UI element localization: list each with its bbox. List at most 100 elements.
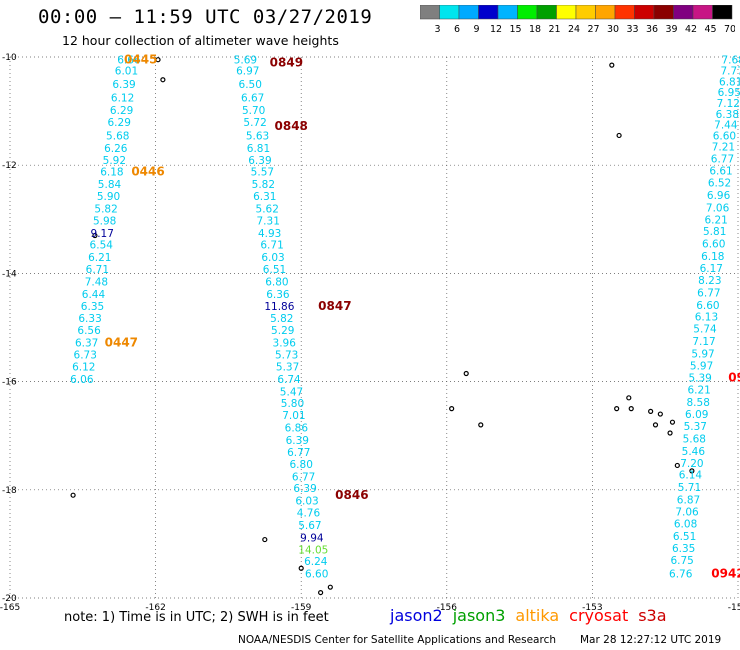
wave-height-value: 6.66 — [117, 55, 141, 67]
wave-height-value: 7.31 — [257, 215, 280, 227]
colorbar-label: 36 — [646, 24, 658, 35]
wave-height-value: 3.96 — [273, 338, 297, 350]
wave-height-value: 7.21 — [712, 141, 735, 153]
pass-time-label: 0942 — [711, 567, 740, 581]
wave-height-value: 6.44 — [82, 289, 106, 301]
wave-height-value: 6.80 — [265, 277, 288, 289]
wave-height-value: 5.74 — [693, 324, 717, 336]
wave-height-value: 6.17 — [700, 263, 723, 275]
island-mark — [318, 589, 324, 596]
wave-height-map: -165 -162 -159 -156 -153 -150 -10 -12 -14 -16 -18 -… — [0, 53, 740, 610]
wave-height-value: 5.57 — [251, 167, 274, 179]
colorbar-label: 30 — [607, 24, 619, 35]
colorbar-label: 45 — [704, 24, 716, 35]
wave-height-value: 6.01 — [115, 66, 138, 78]
wave-height-value: 5.62 — [256, 203, 279, 215]
wave-height-value: 6.77 — [287, 447, 310, 459]
wave-height-value: 4.93 — [258, 228, 281, 240]
generated-timestamp: Mar 28 12:27:12 UTC 2019 — [580, 634, 722, 646]
island-mark — [628, 406, 634, 412]
wave-height-value: 6.60 — [696, 300, 719, 312]
wave-height-value: 6.52 — [708, 178, 731, 190]
wave-height-value: 6.31 — [253, 191, 276, 203]
wave-height-value: 5.72 — [243, 117, 266, 129]
wave-height-value: 5.37 — [276, 361, 299, 373]
wave-height-value: 5.82 — [252, 179, 275, 191]
wave-height-value: 6.75 — [670, 555, 693, 567]
wave-height-value: 6.03 — [295, 496, 318, 508]
wave-height-value: 5.46 — [682, 446, 706, 458]
wave-height-value: 7.06 — [675, 506, 699, 518]
wave-height-value: 9.17 — [91, 228, 114, 240]
wave-height-value: 6.21 — [687, 385, 710, 397]
wave-height-value: 6.29 — [110, 105, 133, 117]
wave-height-value: 5.90 — [97, 191, 120, 203]
wave-height-value: 6.77 — [711, 154, 734, 166]
island-mark — [478, 422, 484, 428]
colorbar-swatch — [712, 5, 733, 20]
wave-height-value: 6.36 — [266, 289, 290, 301]
wave-height-value: 5.82 — [270, 313, 293, 325]
colorbar-label: 33 — [626, 24, 638, 35]
wave-height-value: 5.39 — [688, 372, 711, 384]
legend-entry-jason2: jason2 — [390, 606, 443, 625]
wave-height-value: 14.05 — [298, 544, 328, 556]
wave-height-value: 6.60 — [305, 569, 328, 581]
wave-height-value: 6.21 — [704, 214, 727, 226]
pass-time-label: 0848 — [275, 119, 308, 133]
wave-height-value: 5.97 — [691, 348, 714, 360]
wave-height-value: 6.39 — [248, 155, 271, 167]
wave-height-value: 5.68 — [683, 433, 706, 445]
x-tick-label: -162 — [145, 603, 165, 610]
y-tick-label: -16 — [2, 378, 17, 388]
wave-height-value: 6.24 — [304, 556, 328, 568]
wave-height-value: 8.58 — [687, 397, 710, 409]
colorbar-label: 39 — [665, 24, 677, 35]
wave-height-value: 6.21 — [88, 252, 111, 264]
island-mark — [327, 584, 333, 590]
x-tick-label: -153 — [582, 603, 602, 610]
wave-height-value: 6.60 — [713, 130, 736, 142]
legend-entry-jason3: jason3 — [452, 606, 506, 625]
colorbar-label: 3 — [434, 24, 440, 35]
island-mark — [92, 232, 98, 239]
wave-height-value: 6.73 — [74, 350, 97, 362]
y-tick-label: -20 — [2, 594, 17, 604]
wave-height-value: 5.70 — [242, 105, 265, 117]
wave-height-value: 7.06 — [706, 202, 730, 214]
colorbar-label: 18 — [529, 24, 541, 35]
wave-height-value: 6.95 — [718, 87, 740, 99]
wave-height-value: 6.51 — [673, 531, 696, 543]
island-mark — [669, 419, 676, 425]
pass-time-label: 0849 — [270, 55, 303, 69]
wave-height-value: 5.67 — [298, 520, 321, 532]
pass-time-label: 0447 — [105, 336, 138, 350]
wave-height-value: 6.81 — [719, 76, 740, 88]
wave-height-value: 7.12 — [717, 98, 740, 110]
colorbar-label: 27 — [587, 24, 599, 35]
wave-height-value: 6.12 — [72, 361, 95, 373]
credit-text: NOAA/NESDIS Center for Satellite Applica… — [238, 634, 556, 646]
wave-height-value: 5.82 — [94, 203, 117, 215]
wave-height-value: 6.03 — [261, 252, 284, 264]
chart-title: 00:00 – 11:59 UTC 03/27/2019 — [38, 6, 373, 28]
x-tick-label: -159 — [291, 603, 312, 610]
island-mark — [70, 492, 76, 498]
island-mark — [648, 408, 654, 414]
wave-height-value: 6.51 — [263, 264, 286, 276]
colorbar-label: 70 — [724, 24, 735, 35]
wave-height-value: 6.39 — [286, 435, 309, 447]
island-mark — [160, 77, 166, 83]
wave-height-value: 6.76 — [669, 569, 693, 581]
wave-height-value: 5.97 — [690, 360, 713, 372]
wave-height-value: 6.35 — [81, 301, 104, 313]
y-tick-label: -18 — [2, 486, 17, 496]
wave-height-value: 9.94 — [300, 532, 324, 544]
x-tick-label: -150 — [728, 603, 740, 610]
wave-height-value: 6.06 — [70, 374, 94, 386]
island-mark — [449, 406, 455, 412]
wave-height-value: 5.63 — [246, 130, 269, 142]
pass-time-label: 09 — [728, 370, 740, 384]
wave-height-value: 6.13 — [695, 312, 718, 324]
wave-height-value: 7.17 — [692, 336, 715, 348]
